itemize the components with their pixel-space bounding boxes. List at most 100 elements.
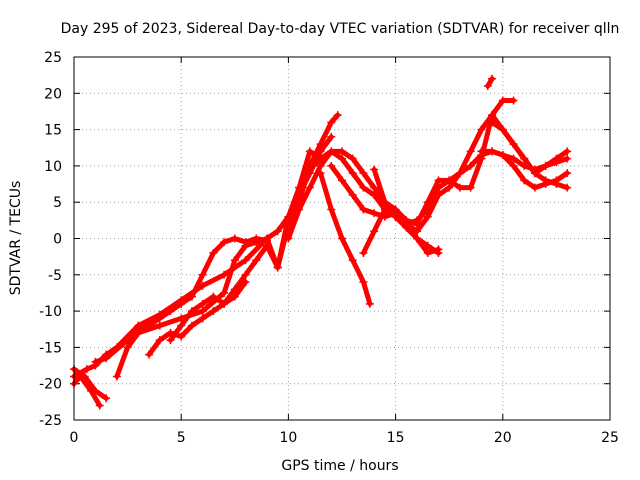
data-point-marker <box>87 386 96 395</box>
data-point-marker <box>327 132 336 141</box>
data-point-marker <box>220 238 229 247</box>
data-point-marker <box>530 169 539 178</box>
series-line <box>71 373 103 408</box>
data-point-marker <box>455 169 464 178</box>
data-point-marker <box>359 183 368 192</box>
y-tick-label: -10 <box>39 304 62 320</box>
data-point-marker <box>187 321 196 330</box>
data-point-marker <box>338 234 346 243</box>
data-point-marker <box>338 147 346 156</box>
data-point-marker <box>155 321 164 330</box>
data-point-marker <box>563 183 572 192</box>
y-tick-label: 15 <box>44 123 62 139</box>
data-point-marker <box>187 292 196 301</box>
x-tick-label: 20 <box>494 430 512 446</box>
data-point-marker <box>241 270 250 279</box>
data-point-marker <box>498 125 507 134</box>
data-point-marker <box>82 365 91 374</box>
data-point-marker <box>327 118 336 127</box>
data-point-marker <box>177 321 186 330</box>
data-point-marker <box>434 249 443 258</box>
series-line <box>71 134 334 379</box>
data-point-marker <box>220 288 229 297</box>
data-point-marker <box>434 176 443 185</box>
data-point-marker <box>230 285 239 294</box>
data-point-marker <box>316 169 325 178</box>
data-point-marker <box>252 256 261 265</box>
data-point-marker <box>423 249 432 258</box>
data-point-marker <box>365 299 374 308</box>
data-point-marker <box>230 256 239 265</box>
y-tick-label: 0 <box>53 232 62 248</box>
data-point-marker <box>483 82 492 91</box>
data-point-marker <box>295 183 304 192</box>
data-point-marker <box>273 227 282 236</box>
data-point-marker <box>338 176 346 185</box>
data-point-marker <box>262 241 271 250</box>
data-series <box>70 74 572 410</box>
data-point-marker <box>284 212 293 221</box>
data-point-marker <box>305 183 314 192</box>
data-point-marker <box>466 161 475 170</box>
data-point-marker <box>316 161 325 170</box>
data-point-marker <box>445 176 454 185</box>
data-point-marker <box>488 147 497 156</box>
data-point-marker <box>520 176 529 185</box>
y-tick-label: 10 <box>44 159 62 175</box>
data-point-marker <box>488 118 497 127</box>
data-point-marker <box>359 205 368 214</box>
data-point-marker <box>134 328 143 337</box>
series-track-4 <box>91 111 342 366</box>
data-point-marker <box>413 234 422 243</box>
data-point-marker <box>359 278 368 287</box>
data-point-marker <box>477 125 486 134</box>
series-track-15 <box>488 118 572 178</box>
data-point-marker <box>563 154 572 163</box>
data-point-marker <box>370 183 379 192</box>
data-point-marker <box>348 256 357 265</box>
data-point-marker <box>509 161 518 170</box>
data-point-marker <box>102 354 111 363</box>
data-point-marker <box>209 307 218 316</box>
data-point-marker <box>338 154 346 163</box>
x-tick-label: 10 <box>279 430 297 446</box>
series-track-9 <box>316 169 374 308</box>
data-point-marker <box>273 263 282 272</box>
data-point-marker <box>477 147 486 156</box>
data-point-marker <box>391 212 400 221</box>
data-point-marker <box>209 249 218 258</box>
data-point-marker <box>445 183 454 192</box>
data-point-marker <box>262 234 271 243</box>
data-point-marker <box>241 241 250 250</box>
series-track-16 <box>483 74 497 91</box>
y-tick-label: -20 <box>39 377 62 393</box>
series-track-14 <box>477 147 572 192</box>
data-point-marker <box>155 336 164 345</box>
data-point-marker <box>509 96 518 105</box>
data-point-marker <box>520 154 529 163</box>
data-point-marker <box>91 357 100 366</box>
x-tick-label: 0 <box>70 430 79 446</box>
data-point-marker <box>198 299 207 308</box>
plot-frame <box>73 56 611 421</box>
grid <box>74 57 610 420</box>
data-point-marker <box>477 154 486 163</box>
data-point-marker <box>198 307 207 316</box>
data-point-marker <box>552 154 561 163</box>
data-point-marker <box>220 299 229 308</box>
data-point-marker <box>423 241 432 250</box>
data-point-marker <box>563 147 572 156</box>
data-point-marker <box>348 190 357 199</box>
data-point-marker <box>402 216 411 225</box>
y-tick-label: 20 <box>44 86 62 102</box>
data-point-marker <box>327 161 336 170</box>
y-tick-label: 25 <box>44 50 62 66</box>
data-point-marker <box>333 111 342 120</box>
data-point-marker <box>316 140 325 149</box>
data-point-marker <box>541 180 550 189</box>
data-point-marker <box>112 372 121 381</box>
data-point-marker <box>359 169 368 178</box>
data-point-marker <box>145 350 154 359</box>
data-point-marker <box>488 74 497 83</box>
data-point-marker <box>423 212 432 221</box>
